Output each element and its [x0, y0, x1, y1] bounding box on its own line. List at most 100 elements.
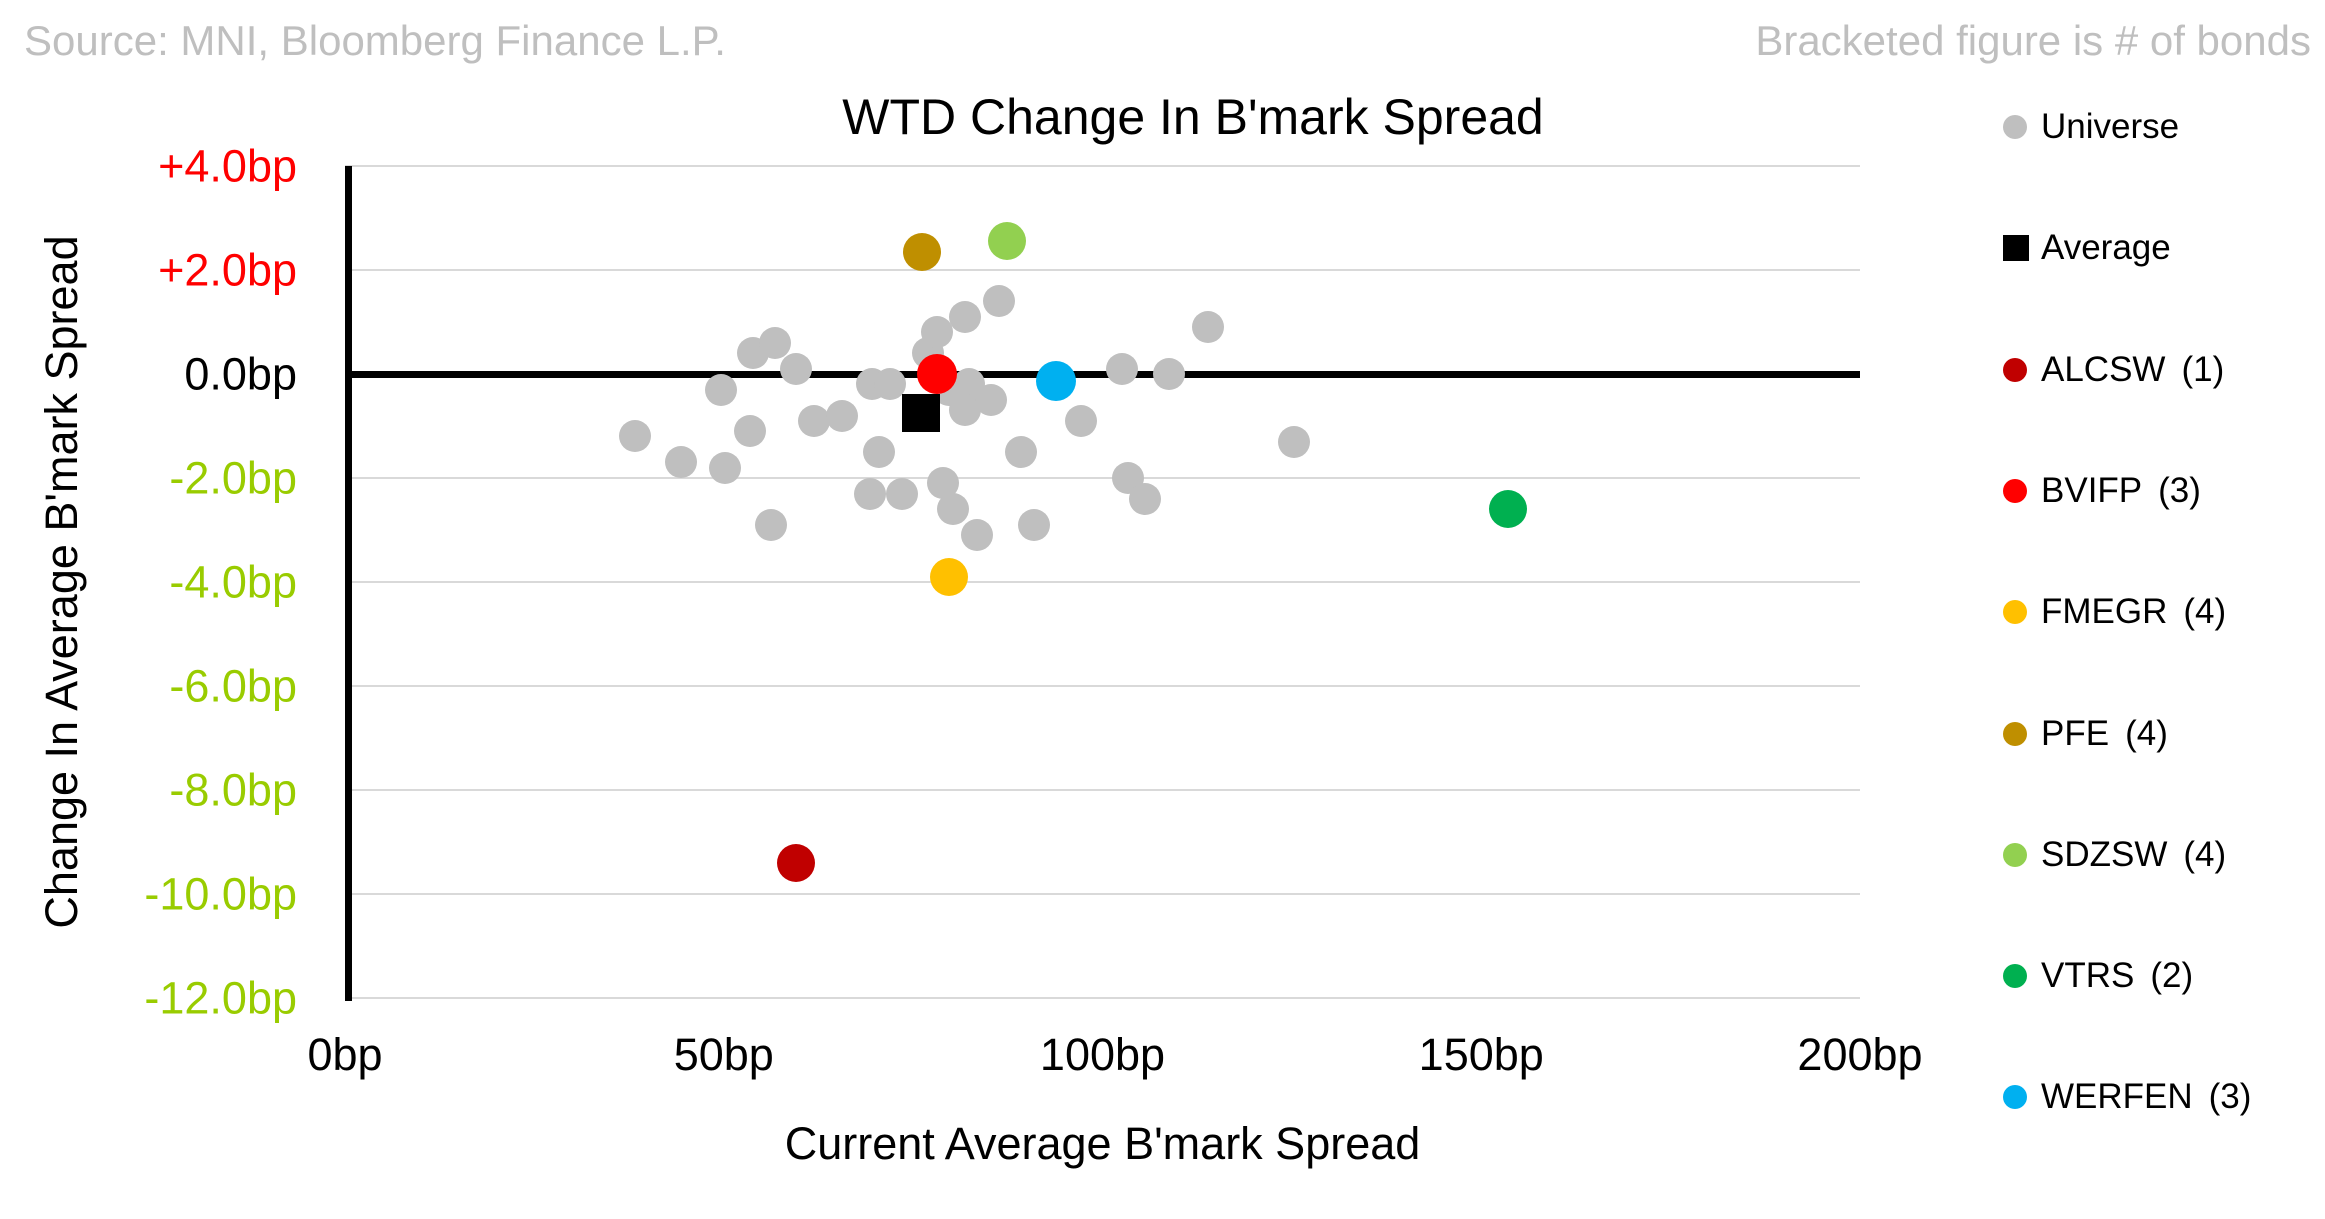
legend-label: Average [2041, 228, 2171, 267]
scatter-point-universe [960, 519, 993, 552]
legend-label: SDZSW [2041, 835, 2168, 874]
scatter-point-universe [853, 477, 886, 510]
scatter-point-universe [619, 420, 652, 453]
scatter-point-universe [1064, 404, 1097, 437]
legend-label: Universe [2041, 107, 2180, 146]
legend-bond-count: (2) [2150, 956, 2194, 995]
scatter-point-universe [983, 285, 1016, 318]
y-tick-label: -8.0bp [169, 764, 297, 816]
scatter-point-universe [885, 477, 918, 510]
scatter-point-universe [704, 373, 737, 406]
scatter-point-bvifp [917, 354, 958, 394]
gridline [345, 789, 1860, 791]
y-tick-label: -12.0bp [144, 972, 297, 1024]
scatter-point-universe [873, 368, 906, 401]
scatter-point-universe [1128, 482, 1161, 515]
fmegr-marker-icon [2003, 600, 2027, 624]
scatter-point-universe [863, 436, 896, 468]
gridline [345, 997, 1860, 999]
scatter-point-universe [759, 326, 792, 359]
legend-label: PFE [2041, 714, 2110, 753]
scatter-point-universe [779, 352, 812, 385]
y-axis-title: Change In Average B'mark Spread [36, 235, 87, 929]
legend-label: VTRS [2041, 956, 2135, 995]
bvifp-marker-icon [2003, 479, 2027, 503]
scatter-point-universe [733, 415, 766, 448]
scatter-point-universe [754, 508, 787, 541]
scatter-point-universe [1191, 311, 1224, 344]
gridline [345, 893, 1860, 895]
scatter-point-fmegr [929, 557, 968, 596]
legend-item-sdzsw: SDZSW (4) [2003, 835, 2227, 874]
legend-label: WERFEN [2041, 1077, 2193, 1116]
gridline [345, 581, 1860, 583]
scatter-point-universe [1278, 425, 1311, 458]
legend-label: ALCSW [2041, 350, 2166, 389]
scatter-point-universe [1153, 358, 1186, 390]
scatter-point-werfen [1035, 360, 1076, 401]
x-tick-label: 150bp [1418, 1029, 1544, 1080]
x-tick-label: 50bp [673, 1029, 774, 1080]
scatter-point-universe [825, 399, 858, 432]
y-axis-line [345, 166, 352, 1001]
x-axis-title: Current Average B'mark Spread [784, 1118, 1421, 1169]
y-tick-label: -10.0bp [144, 868, 297, 920]
x-tick-label: 0bp [307, 1029, 383, 1080]
legend-bond-count: (3) [2208, 1077, 2252, 1116]
vtrs-marker-icon [2003, 964, 2027, 988]
gridline [345, 477, 1860, 479]
legend-bond-count: (3) [2158, 471, 2201, 510]
scatter-point-sdzsw [988, 222, 1027, 261]
scatter-point-universe [920, 316, 953, 349]
scatter-point-universe [665, 446, 698, 479]
legend-item-alcsw: ALCSW (1) [2003, 350, 2225, 389]
legend-bond-count: (4) [2183, 592, 2227, 631]
y-tick-label: 0.0bp [184, 348, 297, 400]
y-tick-label: -6.0bp [169, 660, 297, 712]
scatter-point-universe [1017, 508, 1050, 541]
universe-marker-icon [2003, 115, 2027, 139]
gridline [345, 685, 1860, 687]
scatter-point-pfe [903, 232, 942, 271]
legend-bond-count: (4) [2125, 714, 2168, 753]
legend-item-pfe: PFE (4) [2003, 714, 2168, 753]
gridline [345, 165, 1860, 167]
x-tick-label: 100bp [1039, 1029, 1166, 1080]
scatter-point-average [901, 394, 940, 432]
gridline [345, 269, 1860, 271]
y-tick-label: +4.0bp [158, 140, 297, 192]
legend-bond-count: (4) [2183, 835, 2227, 874]
pfe-marker-icon [2003, 722, 2027, 746]
y-tick-label: -2.0bp [169, 452, 297, 504]
x-tick-label: 200bp [1797, 1029, 1923, 1080]
legend-item-werfen: WERFEN (3) [2003, 1077, 2252, 1116]
scatter-point-universe [708, 451, 741, 484]
legend-item-universe: Universe [2003, 107, 2180, 146]
average-marker-icon [2003, 235, 2029, 261]
scatter-point-universe [1106, 352, 1139, 385]
legend-item-bvifp: BVIFP (3) [2003, 471, 2201, 510]
scatter-point-universe [948, 300, 981, 333]
legend-label: FMEGR [2041, 592, 2168, 631]
sdzsw-marker-icon [2003, 843, 2027, 867]
scatter-point-universe [1004, 436, 1037, 468]
chart-title: WTD Change In B'mark Spread [842, 89, 1544, 145]
legend-item-fmegr: FMEGR (4) [2003, 592, 2227, 631]
scatter-point-universe [797, 404, 830, 437]
legend-item-vtrs: VTRS (2) [2003, 956, 2194, 995]
scatter-point-universe [975, 384, 1008, 416]
scatter-point-vtrs [1488, 490, 1527, 529]
scatter-point-universe [937, 493, 970, 526]
scatter-point-alcsw [777, 843, 816, 882]
alcsw-marker-icon [2003, 358, 2027, 382]
legend-bond-count: (1) [2181, 350, 2225, 389]
source-note: Source: MNI, Bloomberg Finance L.P. [24, 17, 726, 64]
werfen-marker-icon [2003, 1085, 2027, 1109]
legend-label: BVIFP [2041, 471, 2143, 510]
bracket-note: Bracketed figure is # of bonds [1755, 17, 2311, 64]
y-tick-label: -4.0bp [169, 556, 297, 608]
y-tick-label: +2.0bp [158, 244, 297, 296]
legend: Universe Average ALCSW (1) BVIFP (3) FMEGR (4) P… [2003, 0, 2323, 1219]
